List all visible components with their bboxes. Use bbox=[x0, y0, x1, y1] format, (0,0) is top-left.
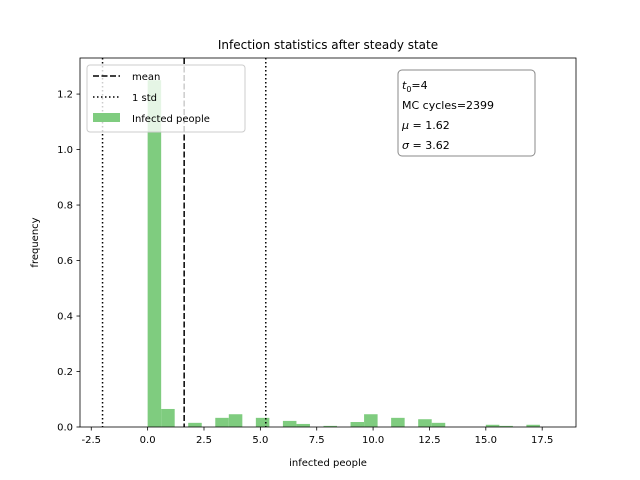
t0-value: =4 bbox=[411, 79, 427, 92]
histogram-bar bbox=[350, 422, 365, 427]
x-tick-label: -2.5 bbox=[82, 435, 102, 446]
x-axis-label: infected people bbox=[289, 458, 367, 469]
t0-symbol: t bbox=[402, 79, 407, 92]
y-tick-label: 1.2 bbox=[57, 90, 73, 101]
y-axis-label: frequency bbox=[30, 217, 41, 267]
histogram-bar bbox=[526, 424, 540, 427]
histogram-bar bbox=[228, 414, 243, 427]
mu-line: μ = 1.62 bbox=[401, 119, 450, 132]
legend-mean-label: mean bbox=[132, 72, 160, 83]
histogram-bar bbox=[485, 424, 500, 427]
histogram-bar bbox=[147, 80, 162, 427]
x-tick-label: 15.0 bbox=[475, 435, 497, 446]
y-tick-label: 0.0 bbox=[57, 423, 73, 434]
histogram-bar bbox=[418, 419, 432, 427]
x-tick-label: 5.0 bbox=[252, 435, 268, 446]
y-tick-label: 0.4 bbox=[57, 312, 73, 323]
histogram-bar bbox=[391, 417, 405, 427]
x-tick-label: 2.5 bbox=[196, 435, 212, 446]
histogram-bar bbox=[161, 408, 175, 427]
histogram-bar bbox=[215, 417, 229, 427]
histogram-bar bbox=[323, 425, 338, 427]
legend-box bbox=[86, 64, 246, 133]
t0-line: t0=4 bbox=[402, 79, 428, 94]
sigma-value: = 3.62 bbox=[409, 139, 450, 152]
x-tick-label: 0.0 bbox=[140, 435, 156, 446]
legend-infected-swatch bbox=[93, 113, 120, 122]
histogram-bars bbox=[147, 80, 540, 427]
x-tick-label: 7.5 bbox=[309, 435, 325, 446]
chart-title: Infection statistics after steady state bbox=[218, 38, 438, 52]
x-tick-label: 12.5 bbox=[418, 435, 440, 446]
histogram-bar bbox=[296, 423, 310, 427]
legend: mean 1 std Infected people bbox=[86, 64, 246, 133]
sigma-symbol: σ bbox=[402, 139, 410, 152]
histogram-bar bbox=[282, 420, 297, 427]
histogram-bar bbox=[364, 414, 378, 427]
y-tick-label: 0.8 bbox=[57, 201, 73, 212]
legend-std-label: 1 std bbox=[132, 93, 157, 104]
stats-annotation-box bbox=[397, 69, 536, 157]
y-axis-ticks: 0.0 0.2 0.4 0.6 0.8 1.0 1.2 bbox=[57, 90, 80, 434]
x-axis-ticks: -2.5 0.0 2.5 5.0 7.5 10.0 12.5 15.0 17.5 bbox=[82, 427, 553, 446]
y-tick-label: 0.2 bbox=[57, 367, 73, 378]
mc-cycles-line: MC cycles=2399 bbox=[402, 99, 494, 112]
x-tick-label: 10.0 bbox=[362, 435, 384, 446]
y-tick-label: 1.0 bbox=[57, 145, 73, 156]
sigma-line: σ = 3.62 bbox=[402, 139, 450, 152]
axes-frame bbox=[79, 57, 577, 428]
histogram-bar bbox=[499, 425, 513, 427]
mu-value: = 1.62 bbox=[409, 119, 450, 132]
mu-symbol: μ bbox=[401, 119, 409, 132]
histogram-bar bbox=[188, 422, 202, 427]
stats-annotation: t0=4 MC cycles=2399 μ = 1.62 σ = 3.62 bbox=[397, 69, 536, 157]
y-tick-label: 0.6 bbox=[57, 256, 73, 267]
x-tick-label: 17.5 bbox=[531, 435, 553, 446]
t0-subscript: 0 bbox=[406, 85, 411, 94]
histogram-bar bbox=[255, 417, 270, 427]
histogram-bar bbox=[431, 422, 446, 427]
legend-infected-label: Infected people bbox=[132, 114, 210, 125]
